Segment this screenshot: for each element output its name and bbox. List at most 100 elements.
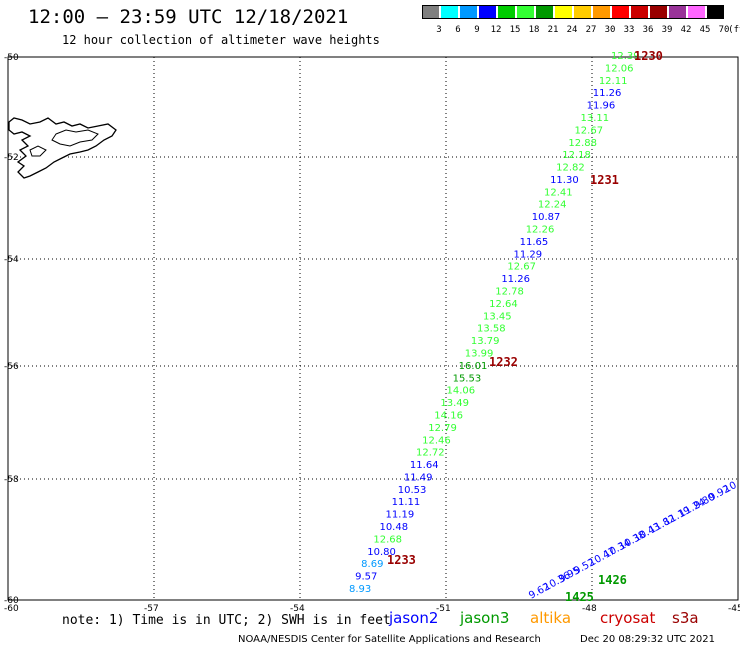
wave-height-label: 10.48 bbox=[379, 522, 408, 533]
color-swatch bbox=[498, 5, 515, 19]
wave-height-label: 12.06 bbox=[605, 63, 634, 74]
color-scale-label: 45 bbox=[699, 25, 711, 35]
corner-tick-label: -60 bbox=[4, 604, 19, 614]
coastline bbox=[8, 117, 117, 179]
wave-height-label: 13.11 bbox=[581, 113, 610, 124]
color-swatch bbox=[517, 5, 534, 19]
wave-height-label: 9.57 bbox=[355, 572, 377, 583]
color-scale-label: 30 bbox=[604, 25, 616, 35]
color-swatch bbox=[707, 5, 724, 19]
wave-height-label: 12.78 bbox=[495, 287, 524, 298]
latitude-tick-label: -56 bbox=[4, 362, 19, 372]
satellite-legend-s3a: s3a bbox=[672, 609, 699, 627]
wave-height-label: 11.11 bbox=[392, 497, 421, 508]
wave-height-label: 13.45 bbox=[483, 311, 512, 322]
color-scale-label: 33 bbox=[623, 25, 635, 35]
satellite-legend-jason2: jason2 bbox=[389, 609, 439, 627]
color-scale-label: 9 bbox=[474, 25, 480, 35]
color-swatch bbox=[574, 5, 591, 19]
track-time-label: 1426 bbox=[598, 573, 627, 587]
color-swatch bbox=[555, 5, 572, 19]
wave-height-label: 12.72 bbox=[416, 448, 445, 459]
wave-height-label: 16.01 bbox=[459, 361, 488, 372]
color-scale-label: 12 bbox=[490, 25, 502, 35]
color-scale-label: 18 bbox=[528, 25, 540, 35]
wave-height-label: 12.11 bbox=[599, 76, 628, 87]
color-swatch bbox=[688, 5, 705, 19]
map-frame bbox=[7, 56, 739, 601]
longitude-tick-label: -48 bbox=[582, 604, 597, 614]
satellite-legend-cryosat: cryosat bbox=[600, 609, 656, 627]
color-swatch bbox=[650, 5, 667, 19]
wave-height-label: 12.88 bbox=[568, 138, 597, 149]
color-swatch bbox=[422, 5, 439, 19]
color-swatch bbox=[536, 5, 553, 19]
wave-height-label: 10.87 bbox=[532, 212, 561, 223]
color-swatch bbox=[612, 5, 629, 19]
color-scale-label: 6 bbox=[455, 25, 461, 35]
wave-height-label: 11.96 bbox=[587, 101, 616, 112]
color-scale-label: 39 bbox=[661, 25, 673, 35]
track-time-label: 1231 bbox=[590, 173, 619, 187]
wave-height-label: 12.39 bbox=[611, 51, 640, 62]
color-swatch bbox=[479, 5, 496, 19]
color-swatch bbox=[669, 5, 686, 19]
color-scale-unit: (ft) bbox=[728, 25, 740, 35]
wave-height-label: 14.16 bbox=[434, 410, 463, 421]
wave-height-label: 11.49 bbox=[404, 472, 433, 483]
color-scale-label: 15 bbox=[509, 25, 521, 35]
wave-height-label: 10.80 bbox=[367, 547, 396, 558]
satellite-legend-altika: altika bbox=[530, 609, 572, 627]
longitude-tick-label: -57 bbox=[144, 604, 159, 614]
wave-height-label: 12.18 bbox=[562, 150, 591, 161]
wave-height-label: 8.93 bbox=[349, 584, 371, 595]
wave-height-label: 14.06 bbox=[446, 386, 475, 397]
longitude-tick-label: -51 bbox=[436, 604, 451, 614]
legend-note: note: 1) Time is in UTC; 2) SWH is in fe… bbox=[62, 613, 391, 628]
wave-height-label: 11.30 bbox=[550, 175, 579, 186]
wave-height-label: 11.19 bbox=[386, 510, 415, 521]
wave-height-label: 12.41 bbox=[544, 187, 573, 198]
wave-height-label: 12.64 bbox=[489, 299, 518, 310]
wave-height-label: 10 bbox=[722, 480, 738, 496]
satellite-legend-jason3: jason3 bbox=[460, 609, 510, 627]
wave-height-label: 12.79 bbox=[428, 423, 457, 434]
track-time-label: 1230 bbox=[634, 49, 663, 63]
track-time-label: 1232 bbox=[489, 355, 518, 369]
wave-height-label: 12.26 bbox=[526, 225, 555, 236]
longitude-tick-label: -54 bbox=[290, 604, 305, 614]
wave-height-label: 13.99 bbox=[465, 348, 494, 359]
wave-height-label: 10.53 bbox=[398, 485, 427, 496]
coastline-inlet bbox=[51, 129, 99, 147]
track-time-label: 1233 bbox=[387, 553, 416, 567]
color-swatch bbox=[441, 5, 458, 19]
wave-height-label: 12.82 bbox=[556, 163, 585, 174]
coastline-inlet bbox=[29, 145, 47, 157]
latitude-tick-label: -60 bbox=[4, 596, 19, 606]
color-scale-label: 24 bbox=[566, 25, 578, 35]
wave-height-label: 11.64 bbox=[410, 460, 439, 471]
wave-height-label: 11.29 bbox=[514, 249, 543, 260]
footer-credit: NOAA/NESDIS Center for Satellite Applica… bbox=[238, 634, 541, 645]
wave-height-label: 12.46 bbox=[422, 435, 451, 446]
page-title: 12:00 – 23:59 UTC 12/18/2021 bbox=[28, 6, 349, 28]
color-scale-label: 21 bbox=[547, 25, 559, 35]
track-time-label: 1425 bbox=[565, 590, 594, 604]
wave-height-label: 13.49 bbox=[440, 398, 469, 409]
color-bar-outline bbox=[422, 5, 724, 19]
color-scale-label: 42 bbox=[680, 25, 692, 35]
wave-height-label: 12.67 bbox=[574, 125, 603, 136]
wave-height-label: 12.24 bbox=[538, 200, 567, 211]
footer-timestamp: Dec 20 08:29:32 UTC 2021 bbox=[580, 634, 715, 645]
page-subtitle: 12 hour collection of altimeter wave hei… bbox=[62, 33, 380, 47]
wave-height-label: 12.67 bbox=[507, 262, 536, 273]
wave-height-label: 13.58 bbox=[477, 324, 506, 335]
color-swatch bbox=[631, 5, 648, 19]
color-scale-label: 70 bbox=[718, 25, 730, 35]
wave-height-label: 15.53 bbox=[453, 373, 482, 384]
latitude-tick-label: -50 bbox=[4, 53, 19, 63]
color-scale-label: 27 bbox=[585, 25, 597, 35]
wave-height-label: 12.68 bbox=[373, 534, 402, 545]
latitude-tick-label: -54 bbox=[4, 255, 19, 265]
